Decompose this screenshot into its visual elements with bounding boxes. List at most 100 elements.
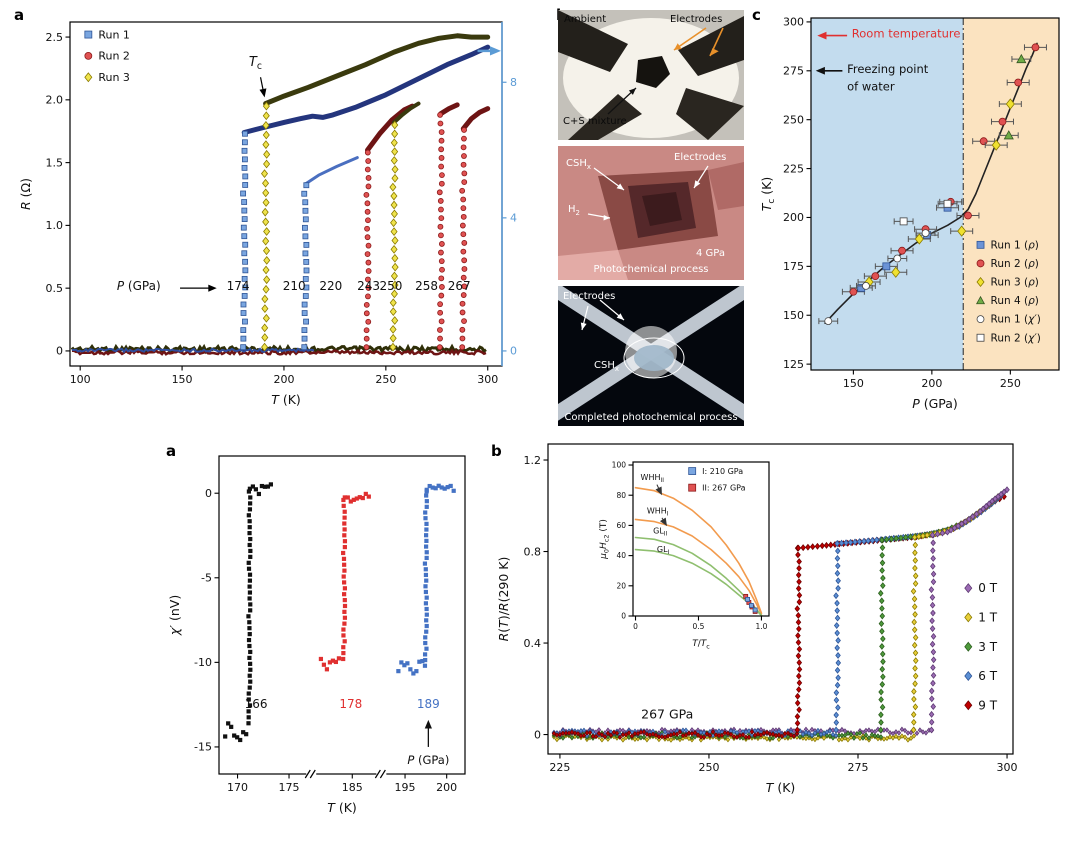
series-run2-rho bbox=[841, 43, 1047, 296]
chart-normalized-resistance: 225 250 275 300 0 0.4 0.8 1.2 T (K) R(T)/R(290 K)… bbox=[487, 438, 1062, 850]
svg-text:II: 267 GPa: II: 267 GPa bbox=[702, 483, 745, 492]
upper-critical-field-inset-legend: I: 210 GPa II: 267 GPa bbox=[688, 467, 746, 492]
svg-text:GLII: GLII bbox=[653, 527, 667, 538]
svg-text:174: 174 bbox=[227, 279, 250, 293]
svg-text:0: 0 bbox=[205, 487, 212, 500]
label-cshx: CSHx bbox=[566, 158, 592, 171]
series-tail-olive-long bbox=[263, 33, 491, 107]
chart-resistance-vs-temperature: 100 150 200 250 300 0 0.5 1.0 1.5 2.0 2.5 0 4 8 T (K) R… bbox=[12, 6, 552, 430]
series-run3-210GPa-jump bbox=[261, 101, 271, 352]
svg-text:I: 210 GPa: I: 210 GPa bbox=[702, 467, 743, 476]
series-run2-258GPa-jump bbox=[436, 112, 445, 351]
series-run3-rho bbox=[857, 98, 1022, 288]
svg-text:1.5: 1.5 bbox=[46, 156, 64, 169]
label-electrodes: Electrodes bbox=[670, 14, 723, 25]
svg-text:Room temperature: Room temperature bbox=[852, 27, 961, 41]
svg-text:Run 2: Run 2 bbox=[98, 50, 130, 63]
svg-text:8: 8 bbox=[510, 76, 517, 89]
series-chi-189-rise bbox=[422, 487, 429, 668]
svg-text:1.0: 1.0 bbox=[46, 219, 64, 232]
svg-text:225: 225 bbox=[549, 761, 570, 774]
series-jump-3T bbox=[877, 536, 886, 734]
caption-photochemical: Photochemical process bbox=[593, 264, 709, 275]
series-jump-0T bbox=[928, 531, 937, 734]
cs-arrow-head bbox=[628, 88, 636, 95]
svg-text:267 GPa: 267 GPa bbox=[641, 707, 693, 722]
svg-text:Run 2 (ρ): Run 2 (ρ) bbox=[991, 258, 1039, 270]
svg-text:250: 250 bbox=[698, 761, 719, 774]
svg-text:0: 0 bbox=[633, 622, 638, 631]
svg-text:GLI: GLI bbox=[657, 545, 670, 556]
csh-sample-final bbox=[634, 345, 674, 371]
svg-text:-10: -10 bbox=[194, 656, 212, 669]
series-run4-rho bbox=[998, 53, 1032, 140]
photo-photochemical: CSHx Electrodes H2 4 GPa Photochemical p… bbox=[558, 146, 744, 280]
svg-text:150: 150 bbox=[172, 373, 193, 386]
svg-text:250: 250 bbox=[379, 279, 402, 293]
electrode-region bbox=[708, 162, 744, 210]
series-WHH-II bbox=[634, 486, 763, 614]
svg-text:WHHII: WHHII bbox=[641, 473, 665, 484]
photo-completed: Electrodes CSHx Completed photochemical … bbox=[558, 286, 744, 426]
electrodes-arrow-a-head bbox=[616, 313, 624, 320]
svg-text:100: 100 bbox=[612, 461, 627, 470]
series-chi-178-rise bbox=[341, 497, 348, 662]
series-baseline-olive bbox=[70, 343, 487, 356]
svg-text:250: 250 bbox=[375, 373, 396, 386]
series-WHH-I bbox=[634, 518, 763, 615]
svg-text:Run 3: Run 3 bbox=[98, 71, 130, 84]
svg-text:275: 275 bbox=[848, 761, 869, 774]
svg-text:0.8: 0.8 bbox=[524, 545, 542, 558]
svg-text:Tc: Tc bbox=[249, 55, 262, 72]
label-electrodes-2: Electrodes bbox=[674, 152, 727, 163]
series-tail-darkred-2 bbox=[438, 102, 460, 117]
svg-text:200: 200 bbox=[273, 373, 294, 386]
orange-arrow-1-head bbox=[674, 43, 682, 50]
h2-arrow-head bbox=[603, 215, 610, 221]
svg-text:Run 2 (χ′): Run 2 (χ′) bbox=[991, 332, 1041, 344]
svg-text:220: 220 bbox=[319, 279, 342, 293]
svg-text:1.2: 1.2 bbox=[524, 454, 542, 467]
svg-text:P (GPa): P (GPa) bbox=[407, 753, 449, 767]
series-chi-189-top bbox=[424, 483, 456, 494]
sample-core bbox=[642, 192, 682, 226]
series-tail-blue-long bbox=[241, 44, 491, 135]
photo-photochemical-art bbox=[558, 162, 744, 280]
svg-text:P (GPa): P (GPa) bbox=[117, 279, 161, 293]
series-jump-9T bbox=[794, 544, 803, 734]
tc-vs-pressure-svg: 150 200 250 125 150 175 200 225 250 275 300 P (GPa)… bbox=[759, 16, 1060, 411]
chart-susceptibility-vs-temperature: 170 175 185 195 200 0 -5 -10 -15 T (K) χ′ (nV) 166 1… bbox=[155, 438, 485, 850]
upper-critical-field-inset-svg: 0 0.5 1.0 0 20 40 60 80 100 T/Tc μ0Hc2 (T) I: 210 G… bbox=[599, 461, 770, 650]
svg-text:170: 170 bbox=[227, 781, 248, 794]
electrodes-arrow-b-head bbox=[580, 322, 587, 330]
svg-text:R(T)/R(290 K): R(T)/R(290 K) bbox=[496, 557, 511, 642]
svg-text:275: 275 bbox=[783, 65, 804, 78]
photo-ambient-art bbox=[558, 10, 744, 140]
svg-text:250: 250 bbox=[1000, 377, 1021, 390]
svg-text:125: 125 bbox=[783, 358, 804, 371]
svg-text:-5: -5 bbox=[201, 572, 212, 585]
svg-text:300: 300 bbox=[477, 373, 498, 386]
photo-ambient-sample: Ambient Electrodes C+S mixture bbox=[558, 10, 744, 140]
svg-text:9 T: 9 T bbox=[978, 698, 997, 712]
panel-label-bottom-b: b bbox=[491, 442, 502, 460]
inset-upper-critical-field: 0 0.5 1.0 0 20 40 60 80 100 T/Tc μ0Hc2 (T) I: 210 G… bbox=[593, 452, 783, 654]
svg-text:250: 250 bbox=[783, 113, 804, 126]
svg-text:178: 178 bbox=[339, 697, 362, 711]
svg-text:6 T: 6 T bbox=[978, 669, 997, 683]
series-run2-267GPa-jump bbox=[459, 127, 468, 351]
svg-text:2.5: 2.5 bbox=[46, 31, 64, 44]
svg-text:189: 189 bbox=[417, 697, 440, 711]
series-chi-178-base bbox=[318, 656, 342, 672]
series-chi-189-base bbox=[396, 658, 425, 676]
svg-text:2.0: 2.0 bbox=[46, 94, 64, 107]
series-tail-blue-short bbox=[303, 156, 359, 186]
svg-text:267: 267 bbox=[448, 279, 471, 293]
svg-text:175: 175 bbox=[279, 781, 300, 794]
panel-label-bottom-a: a bbox=[166, 442, 177, 460]
svg-text:200: 200 bbox=[783, 211, 804, 224]
csh-outline bbox=[623, 337, 685, 379]
orange-arrow-2-head bbox=[710, 48, 719, 56]
photo-completed-art bbox=[558, 286, 744, 426]
svg-text:195: 195 bbox=[395, 781, 416, 794]
